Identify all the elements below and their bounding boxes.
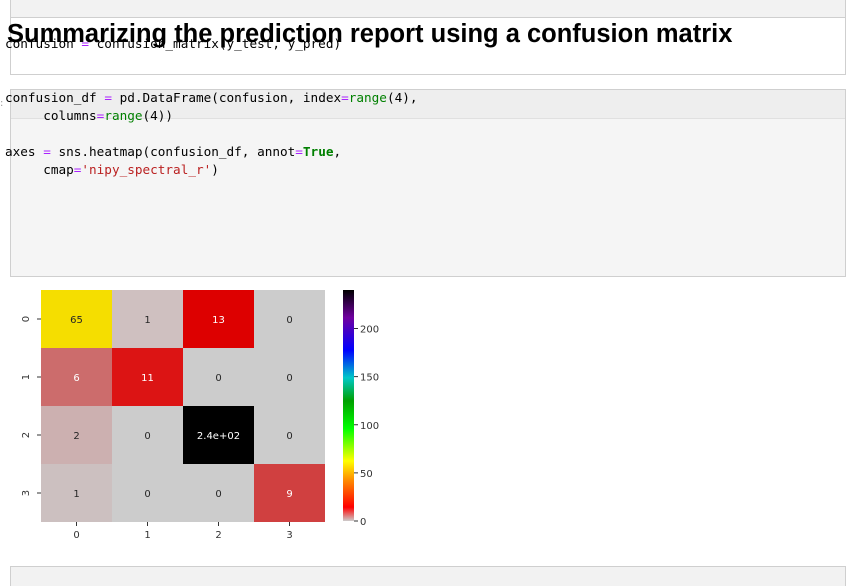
heatmap-annotation-r1-c2: 0 <box>215 373 221 384</box>
code-line-3: columns=range(4)) <box>5 108 174 123</box>
x-tick-label-3: 3 <box>286 530 292 541</box>
heatmap-annotation-r3-c0: 1 <box>73 489 79 500</box>
heatmap-cell-r2-c3 <box>254 406 325 464</box>
heatmap-cell-r1-c0 <box>41 348 112 406</box>
y-tick-label-2: 2 <box>21 432 32 438</box>
heatmap-annotation-r2-c2: 2.4e+02 <box>197 431 240 442</box>
code-line-2: confusion_df = pd.DataFrame(confusion, i… <box>5 90 418 105</box>
heatmap-cell-r2-c1 <box>112 406 183 464</box>
cell-prompt-marker: : <box>0 98 4 109</box>
colorbar-tick-label-150: 150 <box>360 373 379 384</box>
code-cell[interactable] <box>10 89 846 277</box>
y-tick-label-3: 3 <box>21 490 32 496</box>
colorbar-ticks: 0 50 100 150 200 <box>354 325 379 528</box>
heatmap-cell-r0-c0 <box>41 290 112 348</box>
heatmap-cell-r3-c1 <box>112 464 183 522</box>
heatmap-cell-r0-c1 <box>112 290 183 348</box>
code-line-4: axes = sns.heatmap(confusion_df, annot=T… <box>5 144 342 159</box>
heatmap-cell-r0-c3 <box>254 290 325 348</box>
heatmap-cell-r3-c2 <box>183 464 254 522</box>
heatmap-annotation-r1-c0: 6 <box>73 373 79 384</box>
colorbar-tick-label-50: 50 <box>360 469 373 480</box>
heatmap-annotation-r0-c0: 65 <box>70 315 83 326</box>
heatmap-cell-r1-c1 <box>112 348 183 406</box>
heatmap-cell-r3-c0 <box>41 464 112 522</box>
heatmap-cell-r2-c0 <box>41 406 112 464</box>
code-cell-header <box>11 90 845 119</box>
heatmap-annotation-r2-c0: 2 <box>73 431 79 442</box>
heatmap-cell-r2-c2 <box>183 406 254 464</box>
heatmap-annotation-r1-c3: 0 <box>286 373 292 384</box>
y-tick-label-0: 0 <box>21 316 32 322</box>
markdown-cell[interactable] <box>10 17 846 75</box>
code-line-1: confusion = confusion_matrix(y_test, y_p… <box>5 36 342 51</box>
heatmap-cells: 65 1 13 0 6 11 0 0 2 0 2.4e+02 0 1 0 0 9 <box>41 290 325 522</box>
heatmap-annotation-r3-c2: 0 <box>215 489 221 500</box>
heatmap-annotation-r2-c3: 0 <box>286 431 292 442</box>
previous-cell-bottom[interactable] <box>10 0 846 18</box>
heatmap-cell-r1-c3 <box>254 348 325 406</box>
heatmap-ticks: 0 1 2 3 0 1 2 3 <box>21 316 293 541</box>
next-cell-top[interactable] <box>10 566 846 586</box>
markdown-heading: Summarizing the prediction report using … <box>7 20 733 48</box>
code-line-5: cmap='nipy_spectral_r') <box>5 162 219 177</box>
colorbar-tick-label-100: 100 <box>360 421 379 432</box>
colorbar-tick-label-0: 0 <box>360 517 366 528</box>
heatmap-annotation-r1-c1: 11 <box>141 373 154 384</box>
heatmap-annotation-r0-c3: 0 <box>286 315 292 326</box>
heatmap-annotation-r2-c1: 0 <box>144 431 150 442</box>
x-tick-label-2: 2 <box>215 530 221 541</box>
heatmap-annotation-r3-c3: 9 <box>286 489 292 500</box>
code-editor[interactable]: confusion = confusion_matrix(y_test, y_p… <box>5 35 418 179</box>
heatmap-cell-r0-c2 <box>183 290 254 348</box>
heatmap-cell-r3-c3 <box>254 464 325 522</box>
heatmap-annotation-r0-c1: 1 <box>144 315 150 326</box>
x-tick-label-1: 1 <box>144 530 150 541</box>
heatmap-annotation-r3-c1: 0 <box>144 489 150 500</box>
x-tick-label-0: 0 <box>73 530 79 541</box>
heatmap-annotation-r0-c2: 13 <box>212 315 225 326</box>
heatmap-cell-r1-c2 <box>183 348 254 406</box>
colorbar-tick-label-200: 200 <box>360 325 379 336</box>
colorbar <box>343 290 354 521</box>
y-tick-label-1: 1 <box>21 374 32 380</box>
